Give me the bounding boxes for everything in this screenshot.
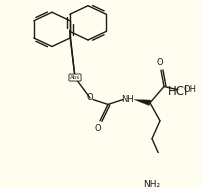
Text: O: O — [87, 94, 93, 102]
Text: NH: NH — [122, 95, 134, 104]
Text: O: O — [157, 58, 163, 67]
Polygon shape — [134, 99, 151, 106]
Text: ,: , — [146, 96, 148, 102]
Text: NH₂: NH₂ — [143, 180, 161, 187]
Text: Abs: Abs — [70, 75, 80, 80]
Text: O: O — [95, 124, 101, 133]
Text: HCl: HCl — [168, 85, 188, 98]
Text: OH: OH — [184, 85, 197, 94]
